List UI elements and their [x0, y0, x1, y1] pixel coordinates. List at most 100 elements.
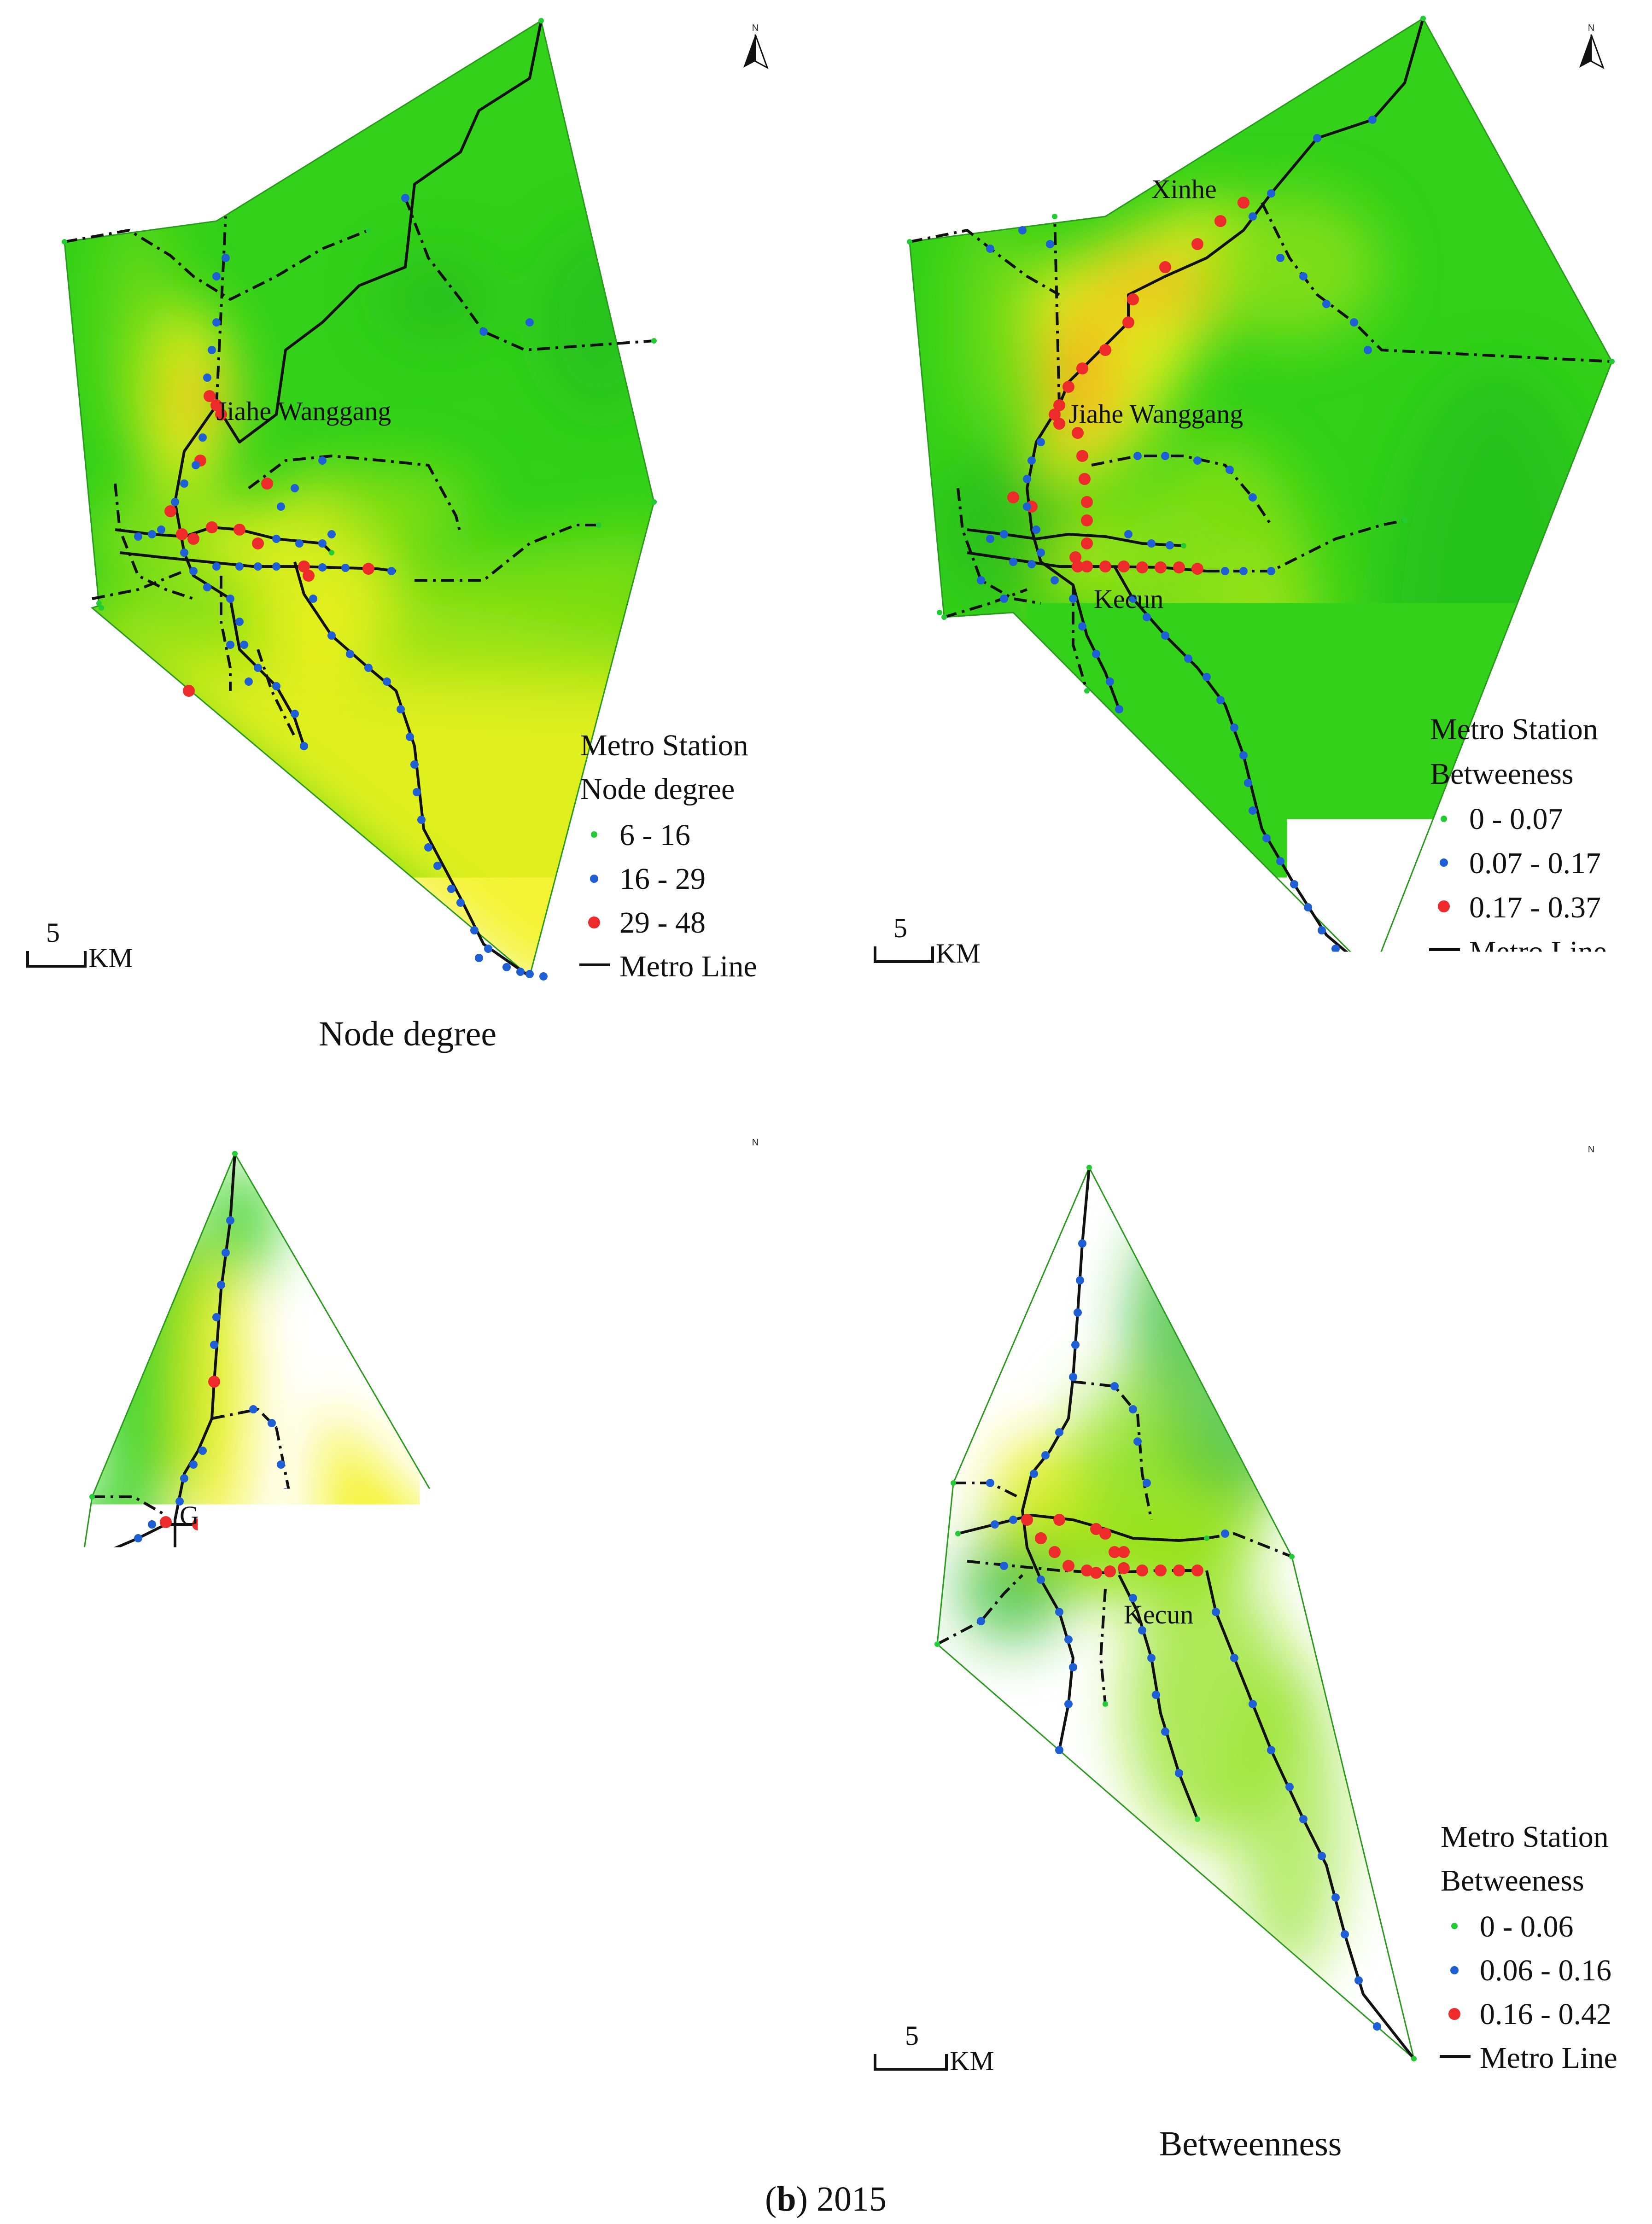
metro-station-point	[986, 1479, 994, 1487]
metro-station-point	[1051, 576, 1059, 584]
metro-station-point	[1230, 1654, 1238, 1662]
metro-station-point	[204, 390, 216, 402]
metro-station-point	[539, 972, 548, 981]
legend-class-bt2018-2: 0.17 - 0.37	[1469, 891, 1601, 924]
metro-station-point	[502, 963, 511, 971]
legend-class-bt2015-1: 0.06 - 0.16	[1480, 1954, 1611, 1987]
metro-station-point	[362, 563, 374, 575]
legend-class-nd2018-0: 6 - 16	[619, 818, 690, 852]
metro-station-point	[1099, 560, 1111, 572]
metro-station-point	[1350, 318, 1358, 327]
metro-station-point	[366, 228, 371, 233]
metro-station-point	[198, 1447, 207, 1455]
panel-title-nd2018: Node degree	[319, 1015, 496, 1053]
metro-station-point	[240, 641, 248, 649]
metro-station-point	[1133, 1437, 1142, 1446]
station-label-nd2015: Guangzhou Railway Station	[180, 1500, 481, 1530]
metro-station-point	[1124, 530, 1132, 538]
metro-station-point	[295, 539, 304, 548]
map-panel-node-degree-2015: Guangzhou Railway Station N Metro Statio…	[28, 1128, 779, 2163]
surface-nd2015	[46, 1128, 599, 2119]
metro-station-point	[1000, 530, 1008, 538]
metro-station-point	[1069, 1373, 1077, 1381]
legend-nd2015: Metro Station Node degree 6 - 17 17 - 28…	[601, 1825, 779, 2079]
legend-swatch-bt2018-2	[1438, 900, 1450, 912]
metro-station-point	[1370, 971, 1375, 977]
metro-station-point	[525, 318, 534, 327]
north-label-bt2018: N	[1588, 23, 1594, 33]
metro-station-point	[66, 1646, 72, 1652]
metro-station-point	[176, 528, 188, 540]
metro-station-point	[1053, 418, 1065, 430]
metro-station-point	[1136, 561, 1148, 573]
metro-station-point	[327, 530, 336, 538]
legend-swatch-nd2018-0	[591, 831, 597, 838]
metro-station-point	[189, 1460, 198, 1469]
metro-station-point	[1069, 1663, 1077, 1671]
legend-swatch-nd2015-1	[612, 1971, 620, 1979]
metro-station-point	[986, 245, 994, 253]
metro-station-point	[1244, 779, 1252, 787]
metro-station-point	[212, 1313, 221, 1321]
metro-station-point	[1118, 560, 1130, 572]
legend-nd2018: Metro Station Node degree 6 - 16 16 - 29…	[579, 729, 757, 983]
metro-station-point	[1230, 724, 1238, 732]
metro-station-point	[479, 327, 488, 336]
metro-station-point	[413, 788, 421, 796]
metro-station-point	[1086, 1165, 1092, 1170]
metro-station-point	[235, 562, 244, 571]
metro-station-point	[1161, 1728, 1169, 1736]
metro-station-point	[1249, 212, 1257, 221]
metro-station-point	[148, 530, 156, 538]
metro-station-point	[1084, 688, 1090, 694]
metro-station-point	[383, 677, 391, 686]
scale-unit-bt2015: KM	[950, 2046, 994, 2076]
metro-station-point	[1103, 1701, 1108, 1707]
metro-station-point	[475, 954, 483, 962]
panel-title-bt2018: Betweenness	[1159, 1015, 1342, 1053]
metro-station-point	[249, 1405, 257, 1413]
legend-line-nd2015: Metro Line	[641, 2046, 779, 2079]
scale-bar-bt2018: 5 KM	[875, 913, 981, 969]
metro-station-point	[222, 254, 230, 262]
metro-station-point	[347, 1839, 353, 1845]
metro-station-point	[1239, 751, 1248, 759]
metro-station-point	[1062, 1560, 1074, 1572]
metro-station-point	[1402, 518, 1407, 523]
metro-station-point	[134, 532, 142, 541]
metro-station-point	[254, 664, 262, 672]
legend-title-nd2015-2: Node degree	[602, 1868, 756, 1902]
metro-station-point	[1076, 1276, 1084, 1284]
metro-station-point	[1106, 677, 1114, 686]
scale-value-bt2015: 5	[905, 2020, 919, 2051]
metro-station-point	[525, 970, 534, 978]
north-arrow-icon	[1579, 1156, 1603, 1189]
metro-station-point	[233, 524, 245, 536]
metro-station-point	[164, 505, 176, 517]
metro-station-point	[189, 567, 198, 575]
metro-station-point	[1127, 293, 1139, 305]
metro-station-point	[1037, 438, 1045, 446]
metro-station-point	[1299, 1815, 1308, 1823]
metro-station-point	[1090, 1523, 1102, 1535]
north-label-nd2018: N	[752, 23, 759, 33]
metro-station-point	[291, 484, 299, 492]
metro-station-point	[1313, 134, 1321, 142]
metro-station-point	[1204, 1535, 1209, 1541]
metro-station-point	[1076, 362, 1088, 374]
metro-station-point	[1069, 595, 1077, 603]
panel-title-bt2015: Betweenness	[1159, 2125, 1342, 2163]
metro-station-point	[1055, 1608, 1063, 1616]
metro-station-point	[1147, 1654, 1156, 1662]
metro-station-point	[1000, 1562, 1008, 1570]
scale-bar-nd2015: 5 KM	[28, 2027, 145, 2083]
metro-station-point	[1092, 650, 1100, 658]
legend-class-bt2018-1: 0.07 - 0.17	[1469, 846, 1601, 880]
metro-station-point	[410, 760, 419, 769]
scale-bar-bt2015: 5 KM	[875, 2020, 994, 2076]
metro-station-point	[387, 567, 396, 575]
metro-station-point	[180, 479, 188, 488]
metro-station-point	[208, 1654, 216, 1662]
metro-station-point	[1055, 1746, 1063, 1754]
metro-station-point	[1331, 945, 1340, 953]
